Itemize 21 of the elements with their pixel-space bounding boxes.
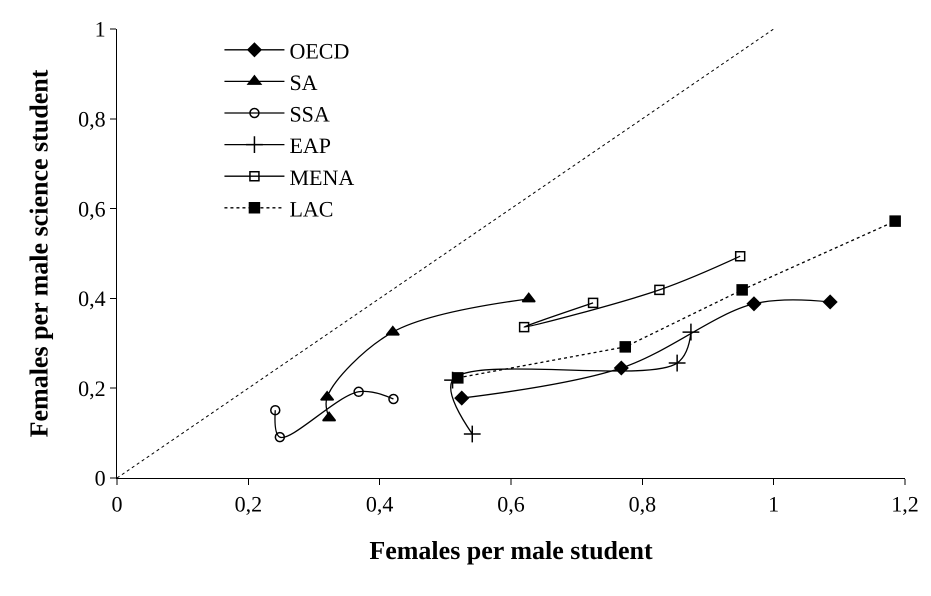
legend-label: OECD xyxy=(289,38,350,64)
y-tick-label: 0,2 xyxy=(78,376,106,401)
legend-label: EAP xyxy=(289,133,332,158)
legend-label: SSA xyxy=(289,102,330,127)
y-tick-label: 0 xyxy=(94,466,106,491)
x-tick-label: 1,2 xyxy=(891,491,919,516)
legend-label: SA xyxy=(289,70,318,95)
y-tick-label: 0,6 xyxy=(78,196,106,222)
x-tick-label: 0,8 xyxy=(628,491,656,516)
x-tick-label: 0,2 xyxy=(234,491,262,516)
y-tick-label: 0,8 xyxy=(78,106,106,132)
y-tick-label: 0,4 xyxy=(78,286,106,312)
x-tick-label: 0,6 xyxy=(497,491,525,516)
legend-label: MENA xyxy=(289,164,354,190)
y-tick-label: 1 xyxy=(94,16,106,42)
x-tick-label: 0,4 xyxy=(366,491,394,516)
x-tick-label: 0 xyxy=(112,491,122,516)
x-axis-title: Females per male student xyxy=(369,536,653,566)
x-tick-label: 1 xyxy=(768,491,780,516)
y-axis-title: Females per male science student xyxy=(24,69,54,438)
legend-label: LAC xyxy=(289,196,334,222)
